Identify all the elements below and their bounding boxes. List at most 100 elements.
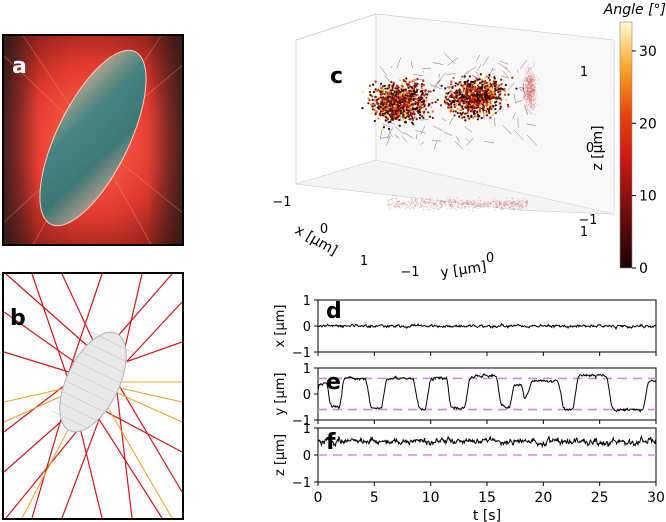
shadow-point	[528, 99, 531, 101]
shadow-point	[529, 94, 531, 97]
shadow-point	[398, 205, 400, 207]
shadow-point	[531, 73, 533, 75]
shadow-point	[531, 103, 533, 106]
shadow-point	[525, 99, 528, 101]
shadow-point	[526, 90, 528, 93]
shadow-point	[527, 79, 530, 81]
shadow-point	[482, 204, 484, 206]
shadow-point	[528, 96, 531, 98]
shadow-point	[457, 202, 460, 205]
scatter-point	[470, 86, 473, 89]
shadow-point	[451, 206, 453, 208]
trajectory-segment	[526, 134, 538, 146]
scatter-point	[491, 92, 495, 95]
trajectory-segment	[430, 102, 432, 109]
scatter-point	[417, 101, 420, 104]
shadow-point	[532, 83, 534, 86]
shadow-point	[487, 207, 490, 209]
shadow-point	[525, 76, 527, 79]
shadow-point	[524, 87, 526, 89]
shadow-point	[451, 201, 453, 203]
shadow-point	[395, 203, 398, 206]
panel-label-f: f	[326, 430, 336, 455]
shadow-point	[518, 201, 520, 204]
shadow-point	[439, 202, 441, 204]
shadow-point	[530, 80, 532, 82]
scatter-point	[394, 90, 398, 93]
scatter-point	[398, 104, 401, 107]
shadow-point	[528, 86, 530, 88]
shadow-point	[444, 203, 446, 206]
scatter-point	[447, 106, 450, 109]
shadow-point	[502, 208, 504, 210]
scatter-point	[470, 106, 473, 109]
scatter-point	[453, 103, 456, 106]
scatter-point	[452, 110, 455, 113]
scatter-point	[490, 83, 493, 86]
shadow-point	[427, 206, 429, 208]
shadow-point	[435, 203, 437, 205]
shadow-point	[526, 203, 528, 205]
shadow-point	[433, 203, 435, 206]
shadow-point	[522, 206, 525, 209]
shadow-point	[505, 200, 507, 203]
shadow-point	[532, 95, 534, 97]
shadow-point	[511, 197, 513, 199]
shadow-point	[533, 91, 536, 94]
shadow-point	[492, 200, 494, 203]
shadow-point	[523, 94, 525, 96]
shadow-point	[439, 203, 442, 206]
shadow-point	[532, 89, 535, 92]
shadow-point	[483, 203, 486, 206]
scatter-point	[476, 92, 479, 95]
shadow-point	[530, 91, 532, 94]
shadow-point	[456, 197, 459, 199]
shadow-point	[498, 201, 501, 203]
trajectory-segment	[413, 73, 424, 77]
shadow-point	[527, 92, 530, 94]
shadow-point	[531, 90, 533, 93]
trajectory-segment	[432, 140, 441, 142]
shadow-point	[428, 204, 430, 207]
scatter-point	[395, 84, 398, 87]
scatter-point	[511, 76, 514, 79]
shadow-point	[530, 80, 533, 83]
scatter-point	[447, 98, 450, 101]
scatter-point	[389, 87, 393, 90]
scatter-point	[447, 103, 450, 106]
shadow-point	[533, 88, 535, 90]
trace-frame-e	[317, 367, 657, 421]
trajectory-segment	[475, 71, 482, 81]
shadow-point	[532, 96, 534, 98]
shadow-point	[530, 102, 532, 105]
shadow-point	[530, 74, 533, 76]
shadow-point	[513, 204, 515, 207]
shadow-point	[530, 81, 532, 84]
scatter-point	[401, 104, 404, 107]
shadow-point	[513, 201, 515, 203]
shadow-point	[528, 97, 530, 99]
scatter-point	[456, 111, 459, 115]
scatter-point	[375, 110, 378, 113]
shadow-point	[525, 101, 528, 104]
shadow-point	[526, 98, 528, 100]
shadow-point	[455, 200, 457, 203]
shadow-point	[445, 199, 448, 202]
shadow-point	[534, 101, 536, 104]
shadow-point	[423, 205, 426, 207]
scatter-point	[456, 107, 459, 110]
shadow-point	[394, 205, 396, 207]
shadow-point	[451, 205, 453, 207]
panel-label-e: e	[326, 370, 341, 395]
scatter-point	[459, 108, 462, 111]
shadow-point	[521, 206, 524, 208]
shadow-point	[524, 103, 526, 105]
shadow-point	[532, 91, 535, 93]
shadow-point	[451, 203, 454, 206]
shadow-point	[525, 89, 528, 91]
shadow-point	[533, 88, 535, 90]
shadow-point	[530, 94, 533, 97]
scatter-point	[410, 86, 413, 89]
shadow-point	[463, 204, 465, 206]
shadow-point	[475, 203, 478, 205]
